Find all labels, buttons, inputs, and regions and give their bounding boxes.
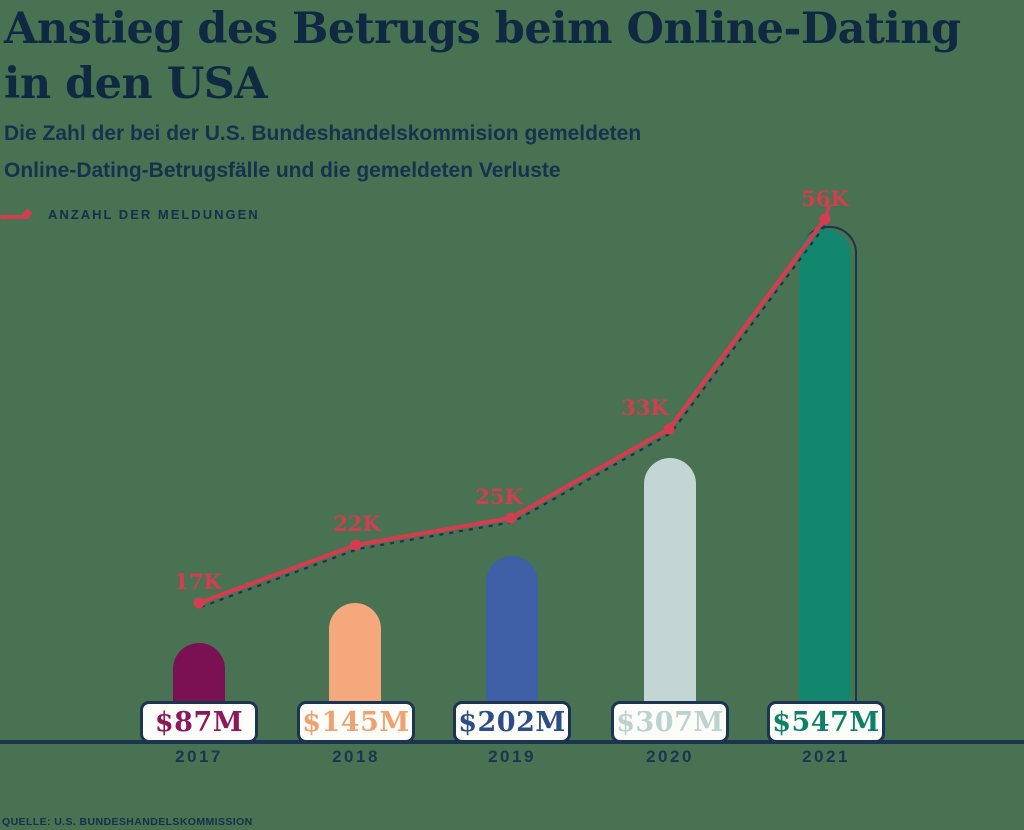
legend-label: ANZAHL DER MELDUNGEN xyxy=(48,207,260,222)
value-box-2017: $87M xyxy=(140,701,258,743)
line-point-markers xyxy=(193,213,831,609)
point-label-22k: 22K xyxy=(333,511,381,536)
bar-2021 xyxy=(799,229,851,713)
value-box-2021: $547M xyxy=(767,701,885,743)
value-label-2020: $307M xyxy=(616,706,724,738)
page-subtitle: Die Zahl der bei der U.S. Bundeshandelsk… xyxy=(4,115,641,189)
line-navy-dash-shadow xyxy=(200,222,828,609)
x-tick-2019: 2019 xyxy=(488,747,536,766)
point-label-17k: 17K xyxy=(174,569,222,594)
value-box-2019: $202M xyxy=(453,701,571,743)
value-box-2018: $145M xyxy=(297,701,415,743)
page-title: Anstieg des Betrugs beim Online-Dating i… xyxy=(4,2,961,112)
title-line-2: in den USA xyxy=(4,59,268,109)
source-note: QUELLE: U.S. BUNDESHANDELSKOMMISSION xyxy=(2,816,253,828)
point-label-56k: 56K xyxy=(801,186,849,211)
x-tick-2020: 2020 xyxy=(646,747,694,766)
title-line-1: Anstieg des Betrugs beim Online-Dating xyxy=(4,4,961,54)
value-label-2021: $547M xyxy=(772,706,880,738)
bar-2020 xyxy=(644,458,696,713)
bar-2018 xyxy=(329,603,381,713)
line-series-path xyxy=(196,216,828,606)
subtitle-line-1: Die Zahl der bei der U.S. Bundeshandelsk… xyxy=(4,122,642,145)
point-label-33k: 33K xyxy=(621,395,669,420)
value-label-2019: $202M xyxy=(458,706,566,738)
subtitle-line-2: Online-Dating-Betrugsfälle und die gemel… xyxy=(4,159,561,182)
bar-2019 xyxy=(486,556,538,713)
value-box-2020: $307M xyxy=(611,701,729,743)
x-tick-2017: 2017 xyxy=(175,747,223,766)
x-tick-2021: 2021 xyxy=(802,747,850,766)
point-label-25k: 25K xyxy=(475,484,523,509)
value-label-2017: $87M xyxy=(154,706,244,738)
legend-line-swatch-icon xyxy=(0,215,29,219)
x-tick-2018: 2018 xyxy=(332,747,380,766)
value-label-2018: $145M xyxy=(302,706,410,738)
